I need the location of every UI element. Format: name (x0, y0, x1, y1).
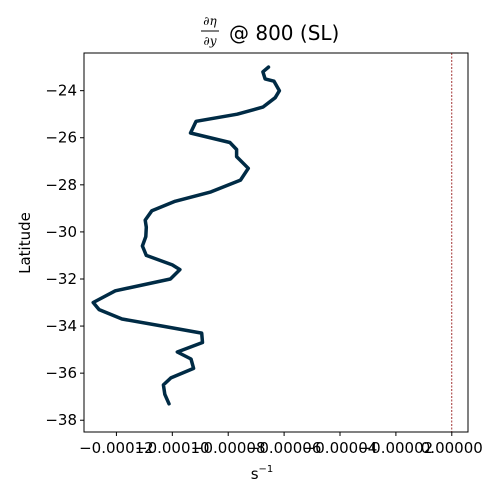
axes-frame (83, 52, 469, 433)
x-tick-label: −0.00008 (191, 439, 266, 457)
y-axis-ticks: −24 −26 −28 −30 −32 −34 −36 −38 (45, 82, 84, 429)
x-tick-label: −0.00006 (247, 439, 322, 457)
series-line-0 (91, 65, 282, 406)
x-tick-label: −0.00012 (79, 439, 154, 457)
x-axis-label: s−1 (251, 464, 274, 483)
y-tick-label: −36 (45, 364, 77, 382)
title-denominator: ∂y (204, 34, 217, 48)
y-tick-label: −34 (45, 317, 77, 335)
title-numerator: ∂η (203, 14, 217, 28)
x-tick-label: 0.00000 (421, 439, 483, 457)
x-tick-label: −0.00010 (135, 439, 210, 457)
y-tick-label: −38 (45, 411, 77, 429)
y-tick-label: −24 (45, 82, 77, 100)
chart-title: ∂η ∂y @ 800 (SL) (201, 14, 339, 48)
x-axis-ticks: −0.00012−0.00010−0.00008−0.00006−0.00004… (79, 432, 483, 457)
y-tick-label: −26 (45, 129, 77, 147)
x-tick-label: −0.00004 (303, 439, 378, 457)
y-tick-label: −28 (45, 176, 77, 194)
y-axis-label: Latitude (16, 212, 34, 274)
x-axis-label-sup: −1 (259, 464, 274, 475)
x-axis-label-base: s (251, 465, 259, 483)
title-rest: @ 800 (SL) (229, 21, 339, 45)
x-tick-label: −0.00002 (359, 439, 434, 457)
y-tick-label: −30 (45, 223, 77, 241)
plot-area (91, 53, 453, 432)
y-tick-label: −32 (45, 270, 77, 288)
